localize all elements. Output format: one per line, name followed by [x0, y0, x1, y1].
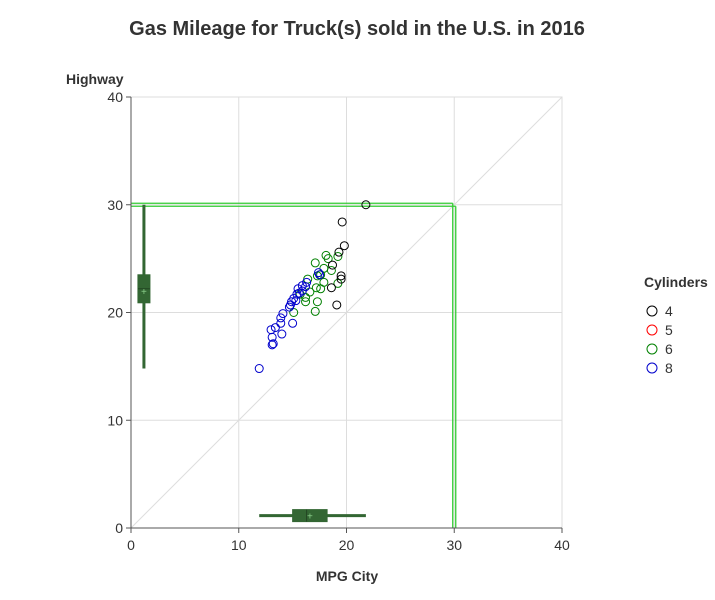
x-tick-label: 20 [339, 537, 355, 553]
y-axis-title: Highway [66, 71, 124, 87]
scatter-point-cyl-6 [310, 306, 320, 316]
scatter-point-cyl-6 [326, 265, 336, 275]
plot-area: 0 10 20 30 40 0 10 20 30 40 + + [107, 89, 570, 553]
legend-marker-cyl-5 [646, 324, 658, 336]
scatter-point-cyl-6 [289, 308, 299, 317]
scatter-point-cyl-8 [254, 364, 264, 374]
chart-title: Gas Mileage for Truck(s) sold in the U.S… [129, 18, 585, 40]
legend: 4 5 6 8 [646, 303, 673, 376]
legend-label-cyl-5: 5 [665, 322, 673, 338]
scatter-point-cyl-4 [326, 283, 336, 293]
scatter-point-cyl-6 [311, 283, 321, 293]
scatter-point-cyl-8 [278, 309, 288, 319]
scatter-point-cyl-4 [327, 260, 337, 270]
x-tick-label: 30 [446, 537, 462, 553]
legend-label-cyl-4: 4 [665, 303, 673, 319]
legend-marker-cyl-4 [646, 305, 658, 317]
scatter-point-cyl-8 [313, 268, 323, 278]
scatter-point-cyl-4 [334, 247, 344, 257]
legend-label-cyl-8: 8 [665, 360, 673, 376]
y-tick-label: 10 [107, 412, 123, 428]
scatter-point-cyl-6 [312, 297, 322, 307]
x-boxplot-box [292, 509, 328, 523]
scatter-point-cyl-8 [288, 318, 298, 328]
scatter-point-cyl-6 [310, 258, 320, 268]
scatter-point-cyl-8 [293, 284, 303, 294]
scatter-point-cyl-4 [336, 271, 346, 281]
scatter-point-cyl-8 [270, 323, 280, 333]
diagonal-reference-line [130, 96, 563, 529]
scatter-point-cyl-4 [332, 300, 342, 310]
scatter-point-cyl-6 [316, 284, 326, 294]
scatter-point-cyl-8 [276, 313, 286, 323]
y-boxplot-mean-marker: + [141, 287, 147, 298]
legend-marker-cyl-6 [646, 343, 658, 355]
scatter-point-cyl-6 [301, 297, 311, 307]
scatter-point-cyl-4 [339, 241, 349, 251]
y-tick-label: 30 [107, 197, 123, 213]
scatter-point-cyl-8 [284, 302, 294, 312]
scatter-point-cyl-8 [294, 288, 304, 298]
x-tick-label: 40 [554, 537, 570, 553]
scatter-point-cyl-4 [361, 200, 371, 210]
legend-label-cyl-6: 6 [665, 341, 673, 357]
y-tick-label: 0 [115, 520, 123, 536]
x-tick-label: 0 [127, 537, 135, 553]
y-tick-label: 20 [107, 305, 123, 321]
scatter-point-cyl-8 [315, 270, 325, 280]
scatter-point-cyl-8 [291, 296, 301, 306]
scatter-point-cyl-6 [323, 254, 333, 264]
scatter-point-cyl-8 [285, 300, 295, 310]
scatter-point-cyl-8 [267, 340, 277, 350]
y-tick-label: 40 [107, 89, 123, 105]
scatter-point-cyl-6 [333, 251, 343, 261]
scatter-point-cyl-8 [276, 318, 286, 328]
x-boxplot-mean-marker: + [307, 512, 313, 523]
scatter-point-cyl-4 [337, 217, 347, 227]
x-tick-label: 10 [231, 537, 247, 553]
legend-title: Cylinders [644, 274, 708, 290]
scatter-point-cyl-4 [336, 274, 346, 284]
legend-marker-cyl-8 [646, 362, 658, 374]
scatter-point-cyl-8 [277, 329, 287, 339]
x-axis-title: MPG City [316, 568, 378, 584]
scatter-point-cyl-8 [268, 339, 278, 349]
